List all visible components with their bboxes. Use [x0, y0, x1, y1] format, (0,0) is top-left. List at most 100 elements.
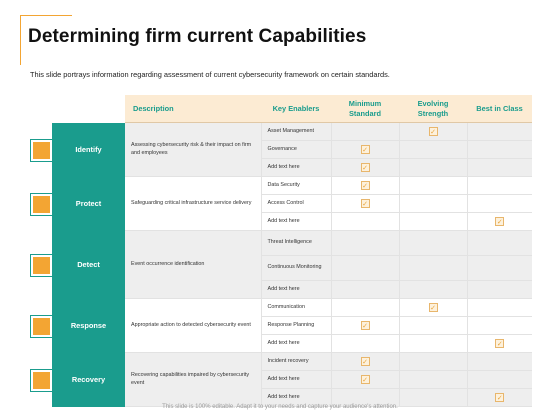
description-cell: Safeguarding critical infrastructure ser… [125, 176, 261, 231]
key-enabler-cell: Add text here [260, 334, 331, 353]
header-key-enablers: Key Enablers [261, 95, 331, 123]
checkbox-checked-icon[interactable]: ✓ [428, 127, 438, 136]
checkbox-checked-icon[interactable]: ✓ [360, 163, 370, 172]
table-row: Add text here ✓ [125, 370, 532, 389]
checkbox-checked-icon[interactable]: ✓ [360, 357, 370, 366]
table-row: Event occurrence identification Threat In… [125, 230, 532, 299]
table-header-row: Description Key Enablers Minimum Standar… [125, 95, 532, 123]
header-minimum-standard: Minimum Standard [331, 95, 399, 123]
table-row: Add text here ✓ [125, 388, 532, 407]
checkbox-checked-icon[interactable]: ✓ [495, 393, 505, 402]
evolving-strength-cell [398, 158, 467, 177]
key-enabler-cell: Communication [260, 298, 331, 317]
evolving-strength-cell [398, 370, 467, 389]
evolving-strength-cell [398, 316, 467, 335]
minimum-standard-cell: ✓ [330, 352, 399, 371]
evolving-strength-cell [398, 230, 467, 256]
best-in-class-cell [466, 316, 532, 335]
minimum-standard-cell [330, 212, 399, 231]
target-gear-icon [30, 253, 53, 277]
table-row: Continuous Monitoring [125, 255, 532, 281]
key-enabler-cell: Threat Intelligence [260, 230, 331, 256]
corner-accent-horizontal [20, 15, 72, 16]
category-protect: Protect [28, 176, 125, 231]
checkbox-checked-icon[interactable]: ✓ [360, 375, 370, 384]
best-in-class-cell [466, 280, 532, 299]
category-label: Detect [52, 230, 125, 299]
table-row: Appropriate action to detected cybersecu… [125, 298, 532, 353]
checkbox-checked-icon[interactable]: ✓ [360, 199, 370, 208]
checkbox-checked-icon[interactable]: ✓ [360, 145, 370, 154]
best-in-class-cell [466, 122, 532, 141]
evolving-strength-cell [398, 140, 467, 159]
best-in-class-cell [466, 298, 532, 317]
best-in-class-cell: ✓ [466, 334, 532, 353]
table-row: Add text here ✓ [125, 212, 532, 231]
category-label: Identify [52, 122, 125, 177]
checkbox-checked-icon[interactable]: ✓ [428, 303, 438, 312]
minimum-standard-cell [330, 388, 399, 407]
best-in-class-cell [466, 140, 532, 159]
best-in-class-cell: ✓ [466, 212, 532, 231]
key-enabler-cell: Response Planning [260, 316, 331, 335]
checkbox-checked-icon[interactable]: ✓ [495, 217, 505, 226]
minimum-standard-cell: ✓ [330, 194, 399, 213]
minimum-standard-cell [330, 122, 399, 141]
best-in-class-cell: ✓ [466, 388, 532, 407]
description-cell: Assessing cybersecurity risk & their imp… [125, 122, 261, 177]
key-enabler-cell: Access Control [260, 194, 331, 213]
table-row: Safeguarding critical infrastructure ser… [125, 176, 532, 231]
page-subtitle: This slide portrays information regardin… [30, 70, 390, 79]
header-best-in-class: Best in Class [467, 95, 532, 123]
evolving-strength-cell: ✓ [398, 298, 467, 317]
best-in-class-cell [466, 370, 532, 389]
minimum-standard-cell [330, 230, 399, 256]
page-title: Determining firm current Capabilities [28, 26, 367, 47]
category-recovery: Recovery [28, 352, 125, 407]
footer-note: This slide is 100% editable. Adapt it to… [162, 404, 398, 410]
table-row: Response Planning ✓ [125, 316, 532, 335]
category-label: Response [52, 298, 125, 353]
capabilities-table: Description Key Enablers Minimum Standar… [125, 95, 532, 407]
evolving-strength-cell [398, 176, 467, 195]
key-enabler-cell: Add text here [260, 370, 331, 389]
best-in-class-cell [466, 255, 532, 281]
best-in-class-cell [466, 352, 532, 371]
table-row: Add text here ✓ [125, 334, 532, 353]
key-enabler-cell: Continuous Monitoring [260, 255, 331, 281]
key-enabler-cell: Add text here [260, 280, 331, 299]
header-evolving-strength: Evolving Strength [399, 95, 467, 123]
header-description: Description [125, 95, 261, 123]
key-enabler-cell: Add text here [260, 158, 331, 177]
evolving-strength-cell [398, 194, 467, 213]
evolving-strength-cell [398, 255, 467, 281]
evolving-strength-cell [398, 334, 467, 353]
minimum-standard-cell [330, 334, 399, 353]
evolving-strength-cell [398, 388, 467, 407]
key-enabler-cell: Asset Management [260, 122, 331, 141]
table-row: Governance ✓ [125, 140, 532, 159]
table-row: Add text here ✓ [125, 158, 532, 177]
table-row: Assessing cybersecurity risk & their imp… [125, 122, 532, 177]
key-enabler-cell: Add text here [260, 388, 331, 407]
category-detect: Detect [28, 230, 125, 299]
best-in-class-cell [466, 176, 532, 195]
category-response: Response [28, 298, 125, 353]
description-cell: Appropriate action to detected cybersecu… [125, 298, 261, 353]
minimum-standard-cell [330, 280, 399, 299]
description-cell: Recovering capabilities impaired by cybe… [125, 352, 261, 407]
evolving-strength-cell [398, 212, 467, 231]
key-enabler-cell: Governance [260, 140, 331, 159]
category-label: Recovery [52, 352, 125, 407]
evolving-strength-cell: ✓ [398, 122, 467, 141]
minimum-standard-cell [330, 298, 399, 317]
checkbox-checked-icon[interactable]: ✓ [360, 181, 370, 190]
checkbox-checked-icon[interactable]: ✓ [495, 339, 505, 348]
minimum-standard-cell: ✓ [330, 176, 399, 195]
table-row: Add text here [125, 280, 532, 299]
document-list-icon [30, 314, 53, 338]
key-enabler-cell: Data Security [260, 176, 331, 195]
checkbox-checked-icon[interactable]: ✓ [360, 321, 370, 330]
category-identify: Identify [28, 122, 125, 177]
description-cell: Event occurrence identification [125, 230, 261, 299]
